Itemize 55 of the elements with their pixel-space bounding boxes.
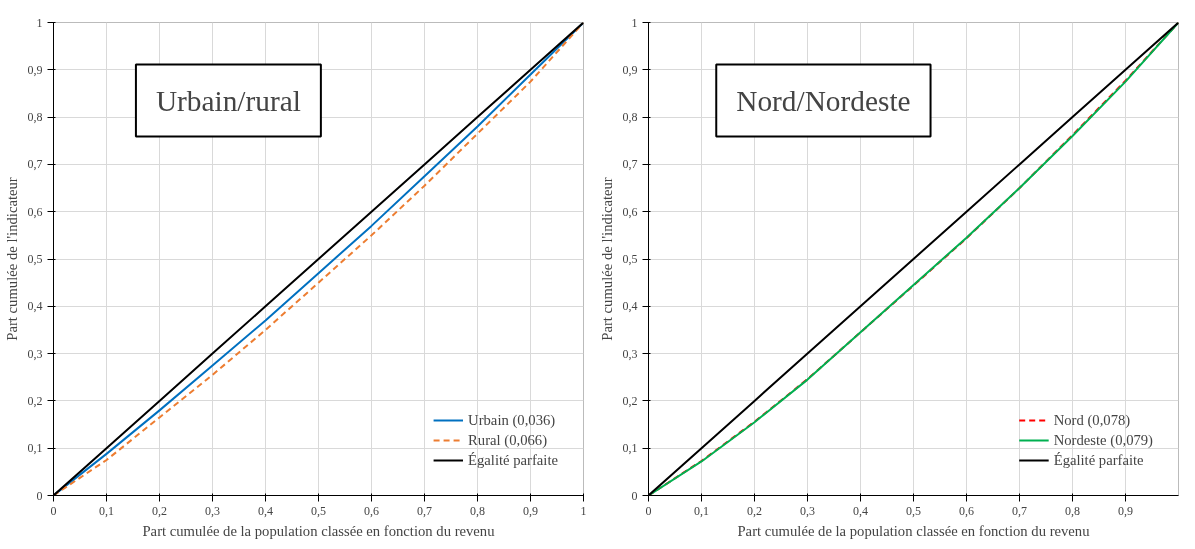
y-tick-label: 0,8 — [622, 110, 638, 125]
y-axis-title: Part cumulée de l'indicateur — [3, 177, 20, 341]
y-tick-label: 0,4 — [27, 299, 43, 314]
y-tick-label: 0,7 — [622, 157, 638, 172]
legend-label: Urbain (0,036) — [468, 411, 556, 429]
x-tick-label: 0,6 — [959, 503, 974, 518]
y-tick-label: 0,1 — [622, 441, 638, 456]
y-tick-label: 1 — [631, 15, 638, 30]
y-axis-title: Part cumulée de l'indicateur — [598, 177, 615, 341]
x-tick-label: 0,7 — [1012, 503, 1027, 518]
x-tick-label: 0,1 — [99, 503, 114, 518]
legend-label: Nordeste (0,079) — [1053, 431, 1153, 449]
x-tick-label: 0 — [645, 503, 652, 518]
x-tick-label: 0,9 — [1118, 503, 1133, 518]
legend-label: Égalité parfaite — [468, 451, 558, 469]
y-tick-label: 0,3 — [27, 346, 43, 361]
x-tick-label: 0,4 — [853, 503, 868, 518]
x-tick-label: 0,5 — [311, 503, 326, 518]
x-tick-label: 0,6 — [364, 503, 379, 518]
x-tick-label: 0,8 — [470, 503, 485, 518]
x-tick-label: 0,7 — [417, 503, 432, 518]
y-tick-label: 0,6 — [27, 204, 43, 219]
x-tick-label: 0,2 — [747, 503, 762, 518]
y-tick-label: 0,8 — [27, 110, 43, 125]
legend-label: Nord (0,078) — [1053, 411, 1131, 429]
y-tick-label: 0,1 — [27, 441, 43, 456]
y-tick-label: 0,4 — [622, 299, 638, 314]
y-tick-label: 0,6 — [622, 204, 638, 219]
x-tick-label: 1 — [580, 503, 587, 518]
y-tick-label: 0,9 — [27, 62, 43, 77]
text: Nord/Nordeste — [736, 84, 911, 117]
y-tick-label: 0,5 — [622, 252, 638, 266]
x-tick-label: 0,8 — [1065, 503, 1080, 518]
text: Urbain/rural — [155, 84, 301, 117]
y-tick-label: 0 — [36, 488, 43, 503]
y-tick-label: 0,2 — [622, 393, 638, 408]
x-tick-label: 0,1 — [694, 503, 709, 518]
x-tick-label: 0,2 — [152, 503, 167, 518]
legend-label: Rural (0,066) — [468, 431, 548, 449]
x-tick-label: 0,9 — [523, 503, 538, 518]
y-tick-label: 0,9 — [622, 62, 638, 77]
y-tick-label: 0,5 — [27, 252, 43, 266]
x-axis-title: Part cumulée de la population classée en fonction du revenu — [142, 522, 496, 539]
legend-label: Égalité parfaite — [1053, 451, 1144, 469]
x-tick-label: 0,3 — [800, 503, 815, 518]
x-tick-label: 0,5 — [906, 503, 921, 518]
y-tick-label: 0,2 — [27, 393, 43, 408]
y-tick-label: 1 — [36, 15, 43, 30]
y-tick-label: 0,7 — [27, 157, 43, 172]
y-tick-label: 0,3 — [622, 346, 638, 361]
y-tick-label: 0 — [631, 488, 638, 503]
x-tick-label: 0,3 — [205, 503, 220, 518]
x-axis-title: Part cumulée de la population classée en fonction du revenu — [737, 522, 1091, 539]
x-tick-label: 0,4 — [258, 503, 273, 518]
x-tick-label: 0 — [50, 503, 57, 518]
